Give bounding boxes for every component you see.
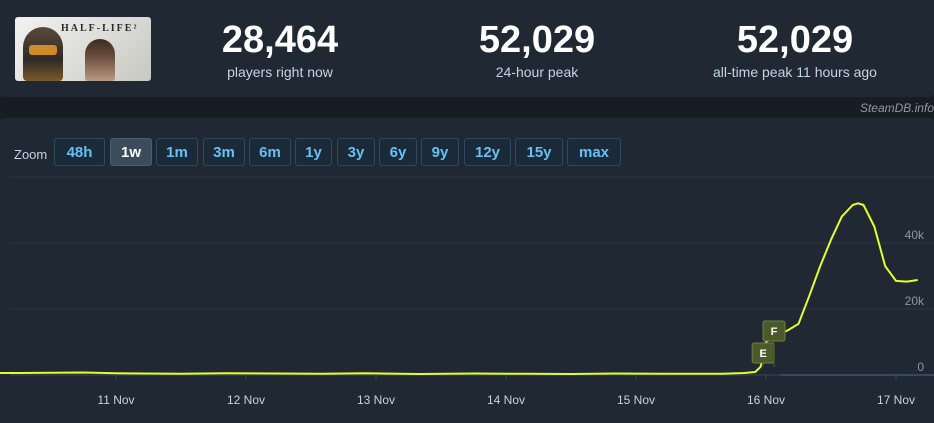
game-logo-text: HALF-LIFE² bbox=[61, 23, 139, 34]
stat-value: 52,029 bbox=[736, 19, 854, 61]
stats-header: HALF-LIFE² 28,464 players right now 52,0… bbox=[0, 0, 934, 97]
y-tick-label: 40k bbox=[905, 228, 925, 242]
annotation-flag bbox=[762, 320, 786, 342]
x-tick-label: 13 Nov bbox=[357, 393, 395, 407]
zoom-button-1m[interactable]: 1m bbox=[156, 138, 198, 166]
zoom-label: Zoom bbox=[14, 147, 48, 162]
zoom-button-1y[interactable]: 1y bbox=[295, 138, 332, 166]
zoom-button-48h[interactable]: 48h bbox=[54, 138, 105, 166]
zoom-button-15y[interactable]: 15y bbox=[515, 138, 563, 166]
zoom-button-9y[interactable]: 9y bbox=[421, 138, 459, 166]
zoom-button-3y[interactable]: 3y bbox=[337, 138, 375, 166]
zoom-button-3m[interactable]: 3m bbox=[203, 138, 245, 166]
x-tick-label: 12 Nov bbox=[227, 393, 265, 407]
zoom-button-1w[interactable]: 1w bbox=[110, 138, 152, 166]
y-tick-label: 20k bbox=[905, 294, 925, 308]
alyx-figure bbox=[85, 39, 115, 81]
gordon-figure bbox=[23, 27, 63, 81]
zoom-button-6m[interactable]: 6m bbox=[249, 138, 291, 166]
player-count-chart[interactable]: 0 20k 40k 11 Nov 12 Nov 13 Nov 14 Nov 15 Nov 16 … bbox=[0, 118, 934, 423]
zoom-button-max[interactable]: max bbox=[567, 138, 621, 166]
steamdb-credit[interactable]: SteamDB.info bbox=[859, 101, 934, 115]
stat-label: 24-hour peak bbox=[495, 64, 579, 80]
players-series-line bbox=[0, 202, 918, 375]
x-tick-label: 16 Nov bbox=[747, 393, 785, 407]
x-tick-label: 11 Nov bbox=[97, 393, 134, 407]
y-tick-label: 0 bbox=[917, 360, 924, 374]
x-tick-label: 17 Nov bbox=[877, 393, 915, 407]
zoom-button-12y[interactable]: 12y bbox=[464, 138, 511, 166]
annotation-label: E bbox=[759, 348, 766, 360]
x-tick-label: 15 Nov bbox=[617, 393, 655, 407]
stat-24h-peak: 52,029 24-hour peak bbox=[447, 20, 627, 80]
zoom-button-6y[interactable]: 6y bbox=[379, 138, 417, 166]
stat-value: 28,464 bbox=[221, 19, 339, 61]
stat-value: 52,029 bbox=[478, 19, 596, 61]
stat-label: players right now bbox=[227, 64, 333, 80]
half-life-2-capsule-icon[interactable]: HALF-LIFE² bbox=[15, 17, 151, 81]
annotation-label: F bbox=[771, 326, 778, 338]
chart-panel: Zoom 48h 1w 1m 3m 6m 1y 3y 6y 9y 12y 15y… bbox=[0, 118, 934, 423]
stat-all-time-peak: 52,029 all-time peak 11 hours ago bbox=[685, 20, 905, 80]
stat-label: all-time peak 11 hours ago bbox=[713, 64, 877, 80]
x-tick-label: 14 Nov bbox=[487, 393, 525, 407]
stat-current-players: 28,464 players right now bbox=[190, 20, 370, 80]
